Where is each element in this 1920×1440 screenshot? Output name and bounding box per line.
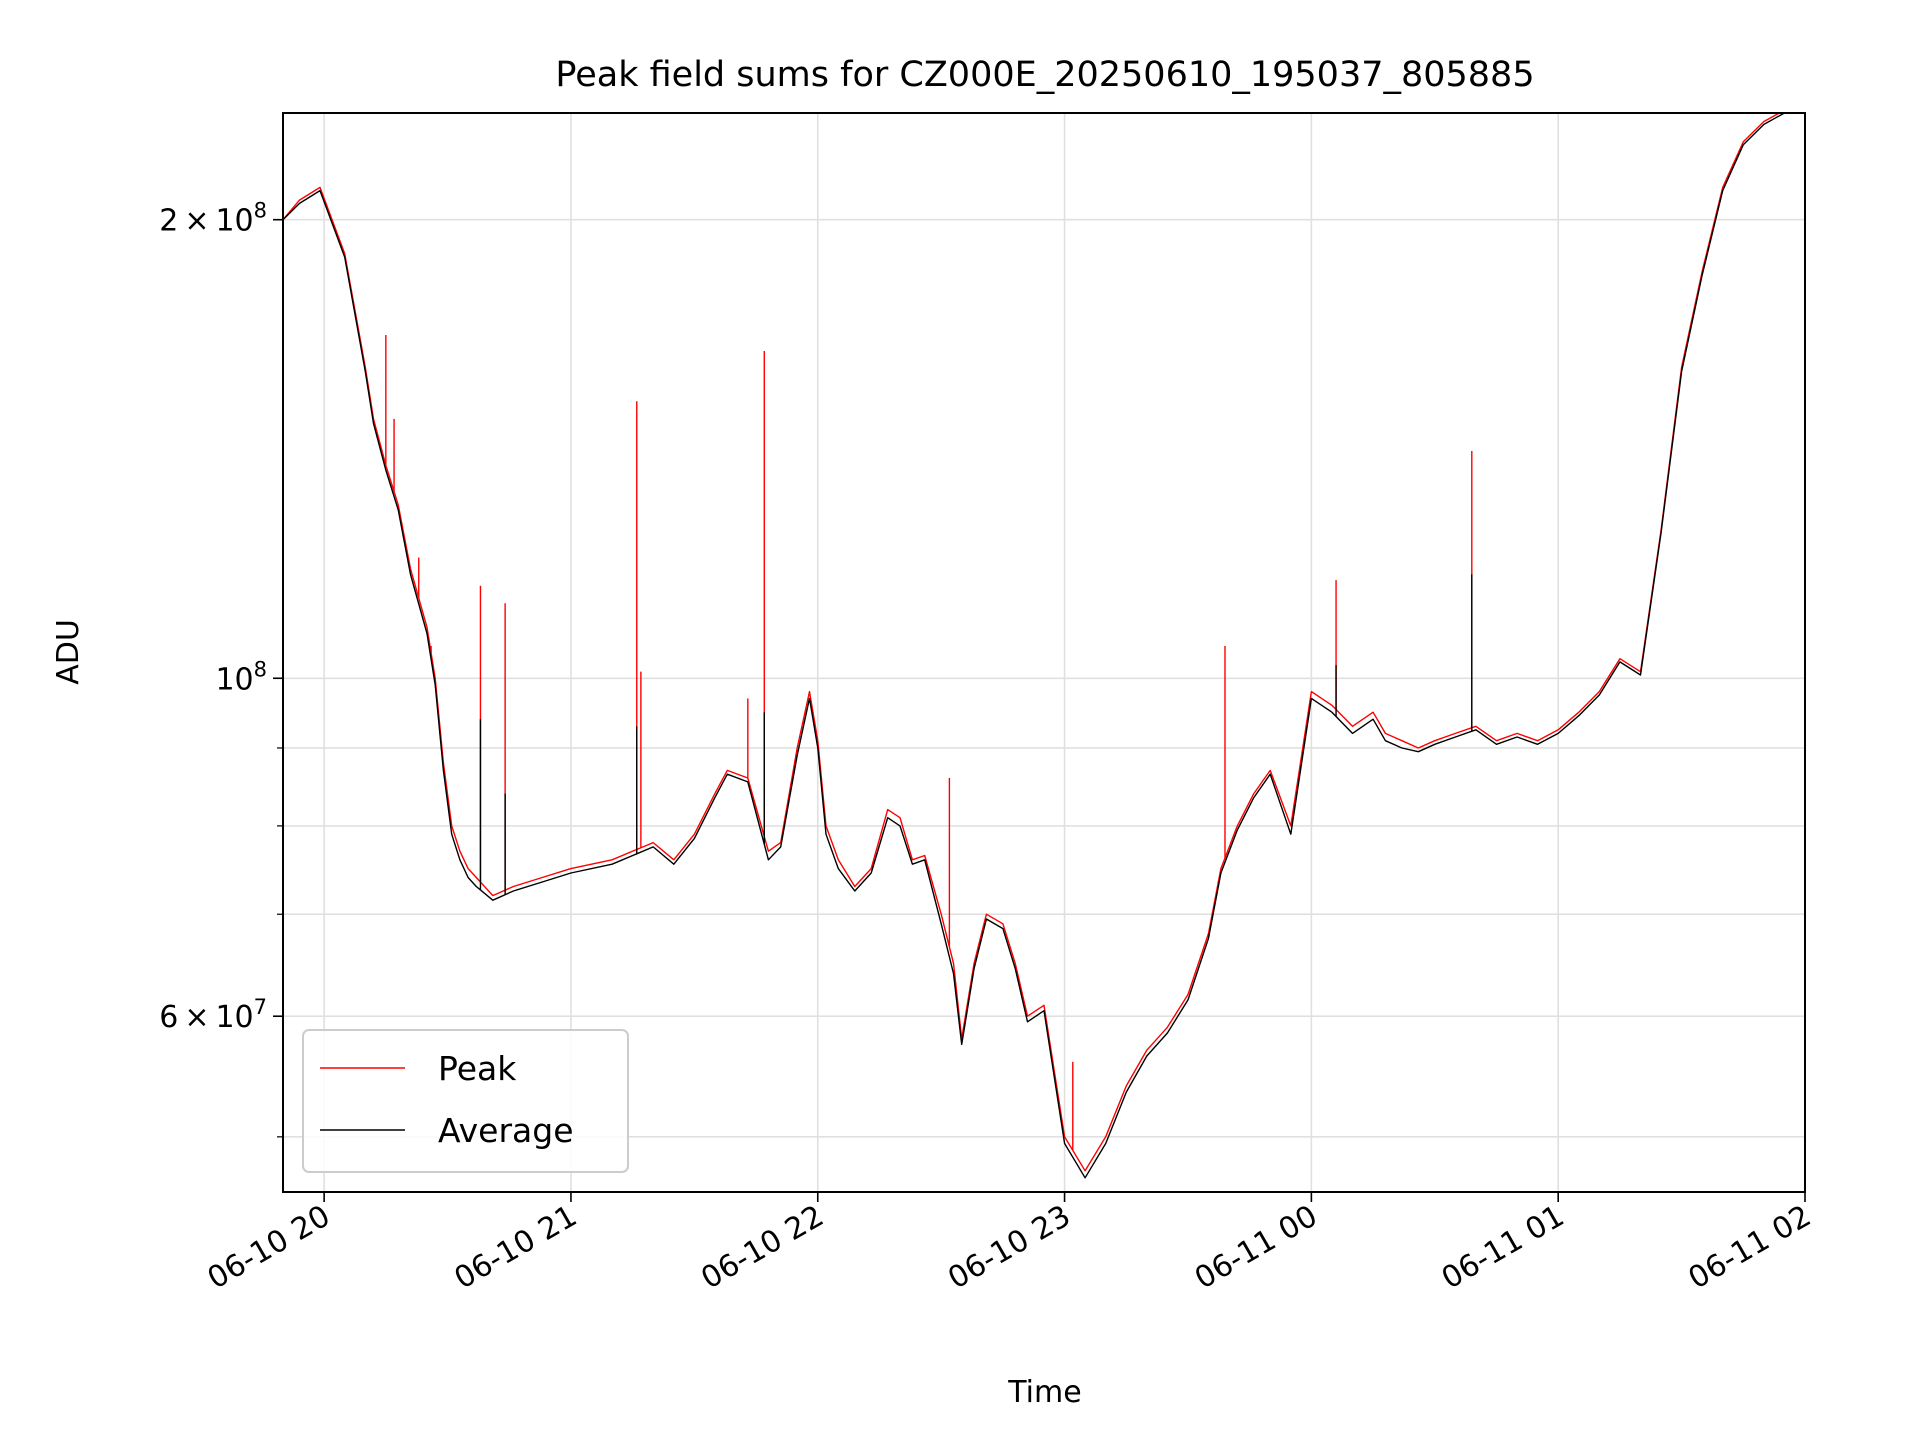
plot-area — [283, 113, 1788, 1179]
series-line-peak — [283, 113, 1781, 1172]
series-layer — [283, 113, 1788, 1179]
series-line-average — [283, 113, 1788, 1179]
grid-lines — [283, 113, 1806, 1192]
y-axis-label: ADU — [51, 619, 86, 685]
legend: Peak Average — [302, 1029, 629, 1173]
y-tick-label: 108 — [215, 657, 267, 697]
axes-frame — [282, 112, 1806, 1193]
legend-label-average: Average — [438, 1111, 574, 1150]
y-tick-label: 2 × 108 — [159, 199, 267, 239]
legend-label-peak: Peak — [438, 1049, 517, 1088]
y-tick-label: 6 × 107 — [159, 995, 267, 1035]
x-axis-label: Time — [1007, 1375, 1081, 1410]
legend-box — [302, 1029, 629, 1173]
chart-title: Peak field sums for CZ000E_20250610_1950… — [555, 55, 1534, 95]
y-axis: 6 × 107 108 2 × 108 — [159, 199, 283, 1138]
